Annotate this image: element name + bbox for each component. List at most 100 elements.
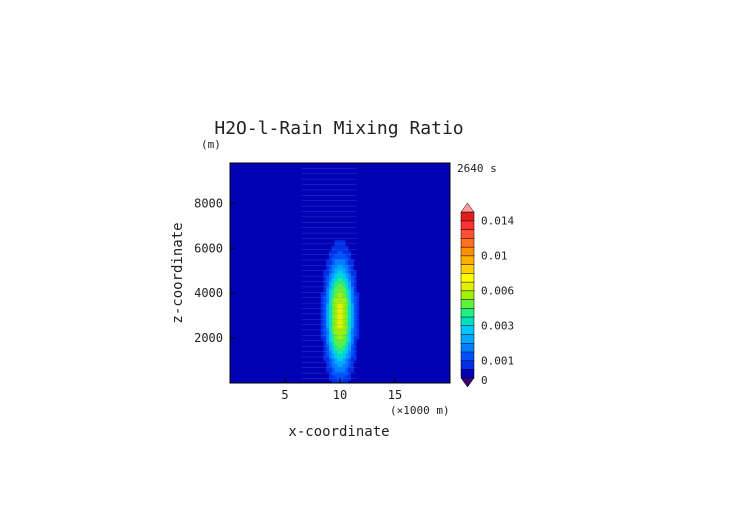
heatmap-cell xyxy=(265,209,269,213)
heatmap-cell xyxy=(287,163,291,167)
heatmap-cell xyxy=(249,190,253,194)
heatmap-cell xyxy=(386,229,390,233)
heatmap-cell xyxy=(397,262,401,266)
heatmap-cell xyxy=(397,218,401,222)
heatmap-cell xyxy=(296,341,300,345)
heatmap-cell xyxy=(364,297,368,301)
heatmap-cell xyxy=(260,174,264,178)
heatmap-cell xyxy=(257,179,261,183)
heatmap-cell xyxy=(230,223,234,227)
heatmap-cell xyxy=(353,314,357,318)
heatmap-cell xyxy=(260,325,264,329)
heatmap-cell xyxy=(238,317,242,321)
heatmap-cell xyxy=(334,377,338,381)
heatmap-cell xyxy=(340,218,344,222)
heatmap-cell xyxy=(290,350,294,354)
heatmap-cell xyxy=(356,273,360,277)
heatmap-cell xyxy=(375,256,379,260)
heatmap-cell xyxy=(362,215,366,219)
heatmap-cell xyxy=(353,347,357,351)
heatmap-cell xyxy=(392,325,396,329)
heatmap-cell xyxy=(257,308,261,312)
heatmap-cell xyxy=(260,311,264,315)
heatmap-cell xyxy=(290,336,294,340)
heatmap-cell xyxy=(329,267,333,271)
heatmap-cell xyxy=(260,284,264,288)
heatmap-cell xyxy=(274,295,278,299)
heatmap-cell xyxy=(254,284,258,288)
heatmap-cell xyxy=(362,248,366,252)
heatmap-cell xyxy=(389,317,393,321)
heatmap-cell xyxy=(359,215,363,219)
heatmap-cell xyxy=(331,237,335,241)
heatmap-cell xyxy=(395,317,399,321)
heatmap-cell xyxy=(238,322,242,326)
heatmap-cell xyxy=(296,374,300,378)
heatmap-cell xyxy=(268,259,272,263)
heatmap-cell xyxy=(375,361,379,365)
heatmap-cell xyxy=(249,278,253,282)
heatmap-cell xyxy=(249,270,253,274)
heatmap-cell xyxy=(252,295,256,299)
heatmap-cell xyxy=(304,196,308,200)
heatmap-cell xyxy=(307,325,311,329)
heatmap-cell xyxy=(230,366,234,370)
heatmap-cell xyxy=(257,163,261,167)
heatmap-cell xyxy=(274,182,278,186)
heatmap-cell xyxy=(312,289,316,293)
heatmap-cell xyxy=(351,262,355,266)
heatmap-cell xyxy=(238,380,242,384)
heatmap-cell xyxy=(356,253,360,257)
heatmap-cell xyxy=(348,187,352,191)
heatmap-cell xyxy=(274,344,278,348)
heatmap-cell xyxy=(298,295,302,299)
heatmap-cell xyxy=(348,314,352,318)
heatmap-cell xyxy=(359,297,363,301)
heatmap-cell xyxy=(359,262,363,266)
heatmap-cell xyxy=(232,377,236,381)
heatmap-cell xyxy=(320,281,324,285)
heatmap-cell xyxy=(364,336,368,340)
heatmap-cell xyxy=(276,237,280,241)
heatmap-cell xyxy=(260,336,264,340)
heatmap-cell xyxy=(348,317,352,321)
heatmap-cell xyxy=(298,372,302,376)
heatmap-cell xyxy=(326,330,330,334)
heatmap-cell xyxy=(238,248,242,252)
heatmap-cell xyxy=(260,187,264,191)
heatmap-cell xyxy=(260,229,264,233)
heatmap-cell xyxy=(353,212,357,216)
heatmap-cell xyxy=(334,328,338,332)
heatmap-cell xyxy=(282,333,286,337)
heatmap-cell xyxy=(260,344,264,348)
heatmap-cell xyxy=(367,292,371,296)
heatmap-cell xyxy=(296,248,300,252)
heatmap-cell xyxy=(334,270,338,274)
heatmap-cell xyxy=(378,223,382,227)
heatmap-cell xyxy=(287,306,291,310)
heatmap-cell xyxy=(260,267,264,271)
heatmap-cell xyxy=(378,185,382,189)
heatmap-cell xyxy=(304,275,308,279)
heatmap-cell xyxy=(329,229,333,233)
heatmap-cell xyxy=(296,300,300,304)
heatmap-cell xyxy=(238,358,242,362)
heatmap-cell xyxy=(340,278,344,282)
heatmap-cell xyxy=(246,330,250,334)
heatmap-cell xyxy=(367,231,371,235)
heatmap-cell xyxy=(235,341,239,345)
heatmap-cell xyxy=(364,292,368,296)
heatmap-cell xyxy=(246,347,250,351)
heatmap-cell xyxy=(326,267,330,271)
heatmap-cell xyxy=(298,218,302,222)
heatmap-cell xyxy=(312,275,316,279)
heatmap-cell xyxy=(326,204,330,208)
heatmap-cell xyxy=(301,193,305,197)
heatmap-cell xyxy=(279,363,283,367)
heatmap-cell xyxy=(397,352,401,356)
heatmap-cell xyxy=(331,229,335,233)
heatmap-cell xyxy=(307,374,311,378)
heatmap-cell xyxy=(260,176,264,180)
heatmap-cell xyxy=(279,220,283,224)
